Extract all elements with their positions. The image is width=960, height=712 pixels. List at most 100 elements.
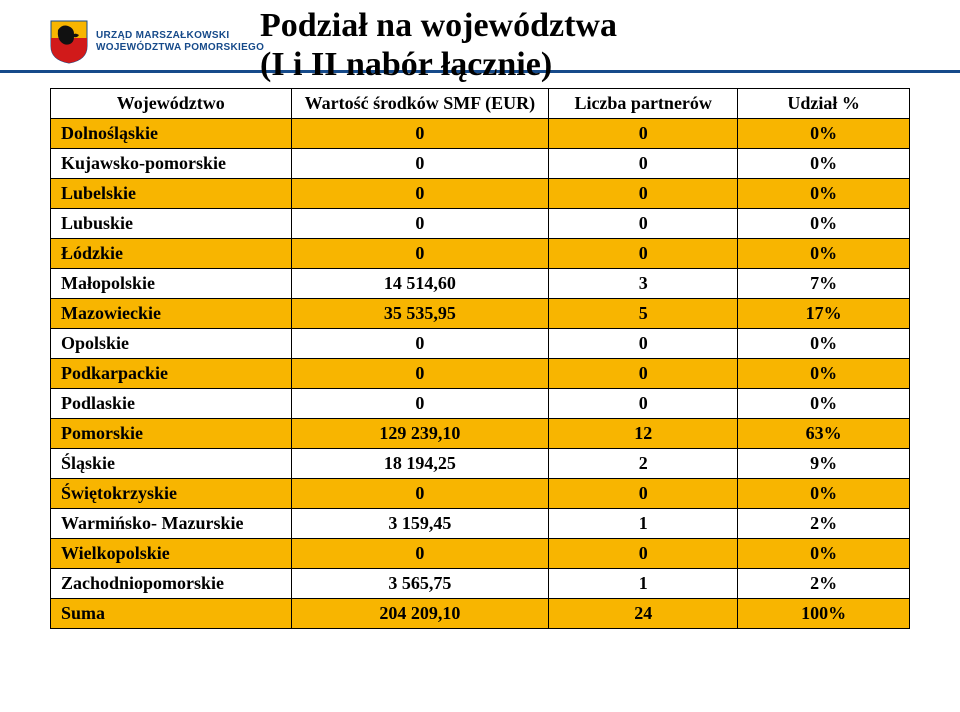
cell-partners: 2 <box>549 449 738 479</box>
cell-partners: 0 <box>549 119 738 149</box>
cell-name: Małopolskie <box>51 269 292 299</box>
cell-partners: 0 <box>549 389 738 419</box>
cell-name: Podlaskie <box>51 389 292 419</box>
cell-value: 0 <box>291 539 549 569</box>
cell-name: Zachodniopomorskie <box>51 569 292 599</box>
cell-name: Opolskie <box>51 329 292 359</box>
cell-value: 3 565,75 <box>291 569 549 599</box>
cell-name: Pomorskie <box>51 419 292 449</box>
cell-partners: 0 <box>549 479 738 509</box>
table-row: Podlaskie000% <box>51 389 910 419</box>
cell-value: 18 194,25 <box>291 449 549 479</box>
brand-line2: WOJEWÓDZTWA POMORSKIEGO <box>96 42 264 54</box>
cell-share: 7% <box>738 269 910 299</box>
cell-name: Łódzkie <box>51 239 292 269</box>
cell-name: Świętokrzyskie <box>51 479 292 509</box>
table-body: Dolnośląskie000%Kujawsko-pomorskie000%Lu… <box>51 119 910 629</box>
cell-partners: 12 <box>549 419 738 449</box>
shield-icon <box>50 20 88 64</box>
cell-name: Lubuskie <box>51 209 292 239</box>
cell-value: 0 <box>291 329 549 359</box>
cell-name: Warmińsko- Mazurskie <box>51 509 292 539</box>
col-header-partnerzy: Liczba partnerów <box>549 89 738 119</box>
cell-value: 0 <box>291 119 549 149</box>
data-table-container: Województwo Wartość środków SMF (EUR) Li… <box>50 88 910 698</box>
table-row: Mazowieckie35 535,95517% <box>51 299 910 329</box>
cell-name: Suma <box>51 599 292 629</box>
title-line2: (I i II nabór łącznie) <box>260 45 900 84</box>
cell-partners: 3 <box>549 269 738 299</box>
cell-name: Mazowieckie <box>51 299 292 329</box>
cell-share: 0% <box>738 359 910 389</box>
voivodeship-table: Województwo Wartość środków SMF (EUR) Li… <box>50 88 910 629</box>
table-row: Podkarpackie000% <box>51 359 910 389</box>
cell-share: 0% <box>738 149 910 179</box>
cell-share: 2% <box>738 509 910 539</box>
cell-value: 3 159,45 <box>291 509 549 539</box>
table-row: Dolnośląskie000% <box>51 119 910 149</box>
col-header-wojewodztwo: Województwo <box>51 89 292 119</box>
table-row: Małopolskie14 514,6037% <box>51 269 910 299</box>
cell-value: 0 <box>291 239 549 269</box>
cell-partners: 0 <box>549 239 738 269</box>
table-row: Łódzkie000% <box>51 239 910 269</box>
table-row: Warmińsko- Mazurskie3 159,4512% <box>51 509 910 539</box>
cell-name: Śląskie <box>51 449 292 479</box>
cell-value: 129 239,10 <box>291 419 549 449</box>
table-row: Wielkopolskie000% <box>51 539 910 569</box>
cell-partners: 1 <box>549 509 738 539</box>
cell-value: 0 <box>291 179 549 209</box>
cell-value: 0 <box>291 389 549 419</box>
cell-share: 0% <box>738 119 910 149</box>
brand-line1: URZĄD MARSZAŁKOWSKI <box>96 30 264 42</box>
cell-share: 0% <box>738 329 910 359</box>
table-row: Opolskie000% <box>51 329 910 359</box>
table-row: Lubelskie000% <box>51 179 910 209</box>
col-header-wartosc: Wartość środków SMF (EUR) <box>291 89 549 119</box>
brand-text: URZĄD MARSZAŁKOWSKI WOJEWÓDZTWA POMORSKI… <box>96 30 264 54</box>
table-row: Suma204 209,1024100% <box>51 599 910 629</box>
title-line1: Podział na województwa <box>260 6 900 45</box>
cell-partners: 0 <box>549 359 738 389</box>
cell-value: 0 <box>291 479 549 509</box>
cell-share: 9% <box>738 449 910 479</box>
cell-share: 100% <box>738 599 910 629</box>
cell-share: 0% <box>738 479 910 509</box>
cell-partners: 24 <box>549 599 738 629</box>
cell-name: Dolnośląskie <box>51 119 292 149</box>
table-row: Kujawsko-pomorskie000% <box>51 149 910 179</box>
cell-share: 0% <box>738 179 910 209</box>
cell-share: 0% <box>738 209 910 239</box>
cell-name: Podkarpackie <box>51 359 292 389</box>
table-row: Śląskie18 194,2529% <box>51 449 910 479</box>
cell-value: 0 <box>291 209 549 239</box>
cell-partners: 0 <box>549 179 738 209</box>
cell-share: 0% <box>738 239 910 269</box>
cell-partners: 0 <box>549 329 738 359</box>
table-row: Zachodniopomorskie3 565,7512% <box>51 569 910 599</box>
cell-partners: 0 <box>549 149 738 179</box>
cell-name: Wielkopolskie <box>51 539 292 569</box>
cell-value: 35 535,95 <box>291 299 549 329</box>
cell-share: 63% <box>738 419 910 449</box>
cell-partners: 0 <box>549 209 738 239</box>
table-row: Świętokrzyskie000% <box>51 479 910 509</box>
table-row: Pomorskie129 239,101263% <box>51 419 910 449</box>
cell-partners: 1 <box>549 569 738 599</box>
cell-value: 0 <box>291 359 549 389</box>
cell-share: 0% <box>738 389 910 419</box>
table-header-row: Województwo Wartość środków SMF (EUR) Li… <box>51 89 910 119</box>
cell-name: Kujawsko-pomorskie <box>51 149 292 179</box>
cell-share: 2% <box>738 569 910 599</box>
cell-partners: 5 <box>549 299 738 329</box>
cell-value: 204 209,10 <box>291 599 549 629</box>
page-title: Podział na województwa (I i II nabór łąc… <box>260 6 900 84</box>
col-header-udzial: Udział % <box>738 89 910 119</box>
table-row: Lubuskie000% <box>51 209 910 239</box>
cell-name: Lubelskie <box>51 179 292 209</box>
cell-value: 0 <box>291 149 549 179</box>
cell-share: 17% <box>738 299 910 329</box>
cell-value: 14 514,60 <box>291 269 549 299</box>
cell-share: 0% <box>738 539 910 569</box>
cell-partners: 0 <box>549 539 738 569</box>
